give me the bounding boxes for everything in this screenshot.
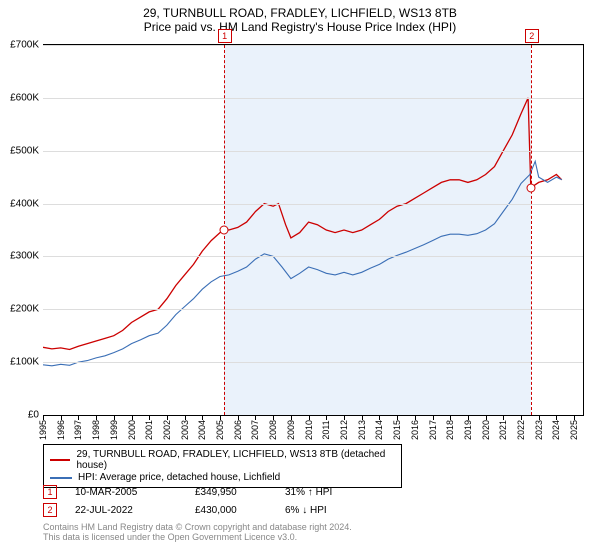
x-axis-label: 2010 <box>304 420 314 440</box>
y-axis-label: £100K <box>10 357 43 368</box>
chart-container: 29, TURNBULL ROAD, FRADLEY, LICHFIELD, W… <box>0 0 600 560</box>
x-axis-label: 2022 <box>516 420 526 440</box>
chart-title: 29, TURNBULL ROAD, FRADLEY, LICHFIELD, W… <box>0 6 600 20</box>
chart-lines-svg <box>43 45 583 415</box>
y-axis-label: £400K <box>10 198 43 209</box>
gridline <box>43 362 583 363</box>
sale-price: £430,000 <box>195 505 285 516</box>
x-axis-label: 2012 <box>339 420 349 440</box>
sale-row-marker: 1 <box>43 485 57 499</box>
x-axis-label: 1997 <box>73 420 83 440</box>
x-axis-label: 2018 <box>445 420 455 440</box>
x-axis-label: 2023 <box>534 420 544 440</box>
gridline <box>43 204 583 205</box>
x-axis-label: 1995 <box>38 420 48 440</box>
x-axis-label: 1998 <box>91 420 101 440</box>
x-axis-label: 1996 <box>56 420 66 440</box>
y-axis-label: £200K <box>10 304 43 315</box>
x-axis-label: 2025 <box>569 420 579 440</box>
x-axis-label: 2013 <box>357 420 367 440</box>
sale-marker-dot <box>219 226 228 235</box>
x-axis-label: 1999 <box>109 420 119 440</box>
sale-marker-line <box>531 45 532 415</box>
gridline <box>43 256 583 257</box>
sale-delta: 6% ↓ HPI <box>285 505 375 516</box>
copyright-line: This data is licensed under the Open Gov… <box>43 532 352 542</box>
sale-row-marker: 2 <box>43 503 57 517</box>
legend-swatch <box>50 459 70 461</box>
legend-swatch <box>50 477 72 479</box>
series-line <box>43 161 562 365</box>
legend-label: 29, TURNBULL ROAD, FRADLEY, LICHFIELD, W… <box>76 449 395 471</box>
gridline <box>43 309 583 310</box>
sales-summary: 1 10-MAR-2005£349,95031% ↑ HPI 2 22-JUL-202… <box>43 483 375 519</box>
copyright-notice: Contains HM Land Registry data © Crown c… <box>43 522 352 542</box>
legend-label: HPI: Average price, detached house, Lich… <box>78 472 280 483</box>
gridline <box>43 415 583 416</box>
chart-subtitle: Price paid vs. HM Land Registry's House … <box>0 20 600 34</box>
sale-delta: 31% ↑ HPI <box>285 487 375 498</box>
x-axis-label: 2024 <box>551 420 561 440</box>
chart-legend: 29, TURNBULL ROAD, FRADLEY, LICHFIELD, W… <box>43 444 402 488</box>
sale-date: 22-JUL-2022 <box>75 505 195 516</box>
x-tick <box>326 415 327 420</box>
title-block: 29, TURNBULL ROAD, FRADLEY, LICHFIELD, W… <box>0 0 600 34</box>
x-axis-label: 2007 <box>250 420 260 440</box>
x-axis-label: 2015 <box>392 420 402 440</box>
legend-item: 29, TURNBULL ROAD, FRADLEY, LICHFIELD, W… <box>50 449 395 471</box>
gridline <box>43 45 583 46</box>
x-axis-label: 2014 <box>374 420 384 440</box>
sale-marker-box: 2 <box>525 29 539 43</box>
y-axis-label: £600K <box>10 92 43 103</box>
y-axis-label: £700K <box>10 40 43 51</box>
sale-marker-dot <box>526 183 535 192</box>
sale-date: 10-MAR-2005 <box>75 487 195 498</box>
y-axis-label: £0 <box>28 410 43 421</box>
x-axis-label: 2005 <box>215 420 225 440</box>
chart-plot-area: £0£100K£200K£300K£400K£500K£600K£700K199… <box>43 44 584 416</box>
x-axis-label: 2021 <box>498 420 508 440</box>
sale-row: 2 22-JUL-2022£430,0006% ↓ HPI <box>43 501 375 519</box>
x-axis-label: 2001 <box>144 420 154 440</box>
x-axis-label: 2019 <box>463 420 473 440</box>
sale-row: 1 10-MAR-2005£349,95031% ↑ HPI <box>43 483 375 501</box>
gridline <box>43 151 583 152</box>
x-axis-label: 2000 <box>127 420 137 440</box>
x-axis-label: 2003 <box>180 420 190 440</box>
x-axis-label: 2011 <box>321 420 331 439</box>
x-axis-label: 2004 <box>197 420 207 440</box>
copyright-line: Contains HM Land Registry data © Crown c… <box>43 522 352 532</box>
x-axis-label: 2016 <box>410 420 420 440</box>
y-axis-label: £300K <box>10 251 43 262</box>
legend-item: HPI: Average price, detached house, Lich… <box>50 472 395 483</box>
x-axis-label: 2006 <box>233 420 243 440</box>
x-axis-label: 2009 <box>286 420 296 440</box>
series-line <box>43 98 562 350</box>
x-axis-label: 2008 <box>268 420 278 440</box>
gridline <box>43 98 583 99</box>
x-axis-label: 2020 <box>481 420 491 440</box>
x-axis-label: 2002 <box>162 420 172 440</box>
x-axis-label: 2017 <box>428 420 438 440</box>
sale-marker-box: 1 <box>218 29 232 43</box>
sale-price: £349,950 <box>195 487 285 498</box>
y-axis-label: £500K <box>10 145 43 156</box>
